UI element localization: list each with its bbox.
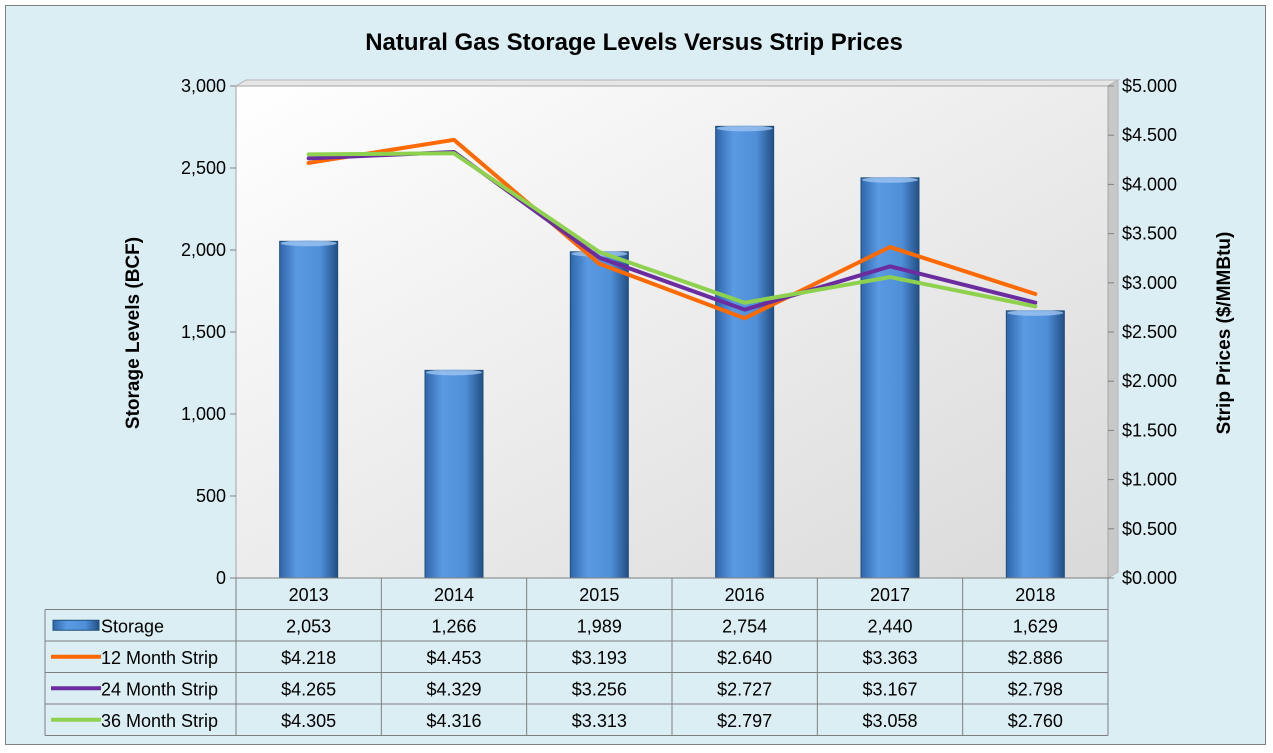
right-tick-label: $2.000 [1122,371,1177,391]
table-cell: $3.363 [862,648,917,668]
line-series [306,137,1038,321]
legend-key-storage [52,619,100,631]
storage-bar [424,369,484,579]
right-tick-label: $3.500 [1122,224,1177,244]
storage-bar-cap [862,176,918,183]
right-axis: $0.000 $0.500 $1.000 $1.500 $2.000 $2.500 $3.0… [1108,76,1177,588]
table-cell: $4.329 [426,679,481,699]
right-tick-label: $4.500 [1122,125,1177,145]
left-tick-label: 2,000 [181,240,226,260]
right-tick-label: $1.000 [1122,470,1177,490]
left-tick-label: 2,500 [181,158,226,178]
right-tick-label: $4.000 [1122,174,1177,194]
legend-label: 12 Month Strip [101,648,218,668]
table-cell: 1,989 [577,616,622,636]
storage-bar-cap [1007,309,1064,316]
category-label: 2018 [1015,585,1055,605]
right-tick-label: $0.500 [1122,519,1177,539]
legend-label: Storage [101,616,164,636]
left-axis: 0 500 1,000 1,500 2,000 2,500 3,000 [181,76,236,588]
legend-label: 36 Month Strip [101,711,218,731]
table-cell: $2.760 [1008,711,1063,731]
table-cell: $2.798 [1008,679,1063,699]
table-cell: $3.193 [572,648,627,668]
bar-series [279,125,1065,579]
category-label: 2016 [725,585,765,605]
table-cell: 2,754 [722,616,767,636]
storage-bar [715,125,775,579]
table-cell: $4.305 [281,711,336,731]
legend-label: 24 Month Strip [101,679,218,699]
storage-bar-cap [426,369,482,376]
table-cell: $4.218 [281,648,336,668]
table-cell: $3.256 [572,679,627,699]
right-tick-label: $5.000 [1122,76,1177,96]
left-tick-label: 0 [216,568,226,588]
table-cell: 1,629 [1013,616,1058,636]
right-tick-label: $3.000 [1122,273,1177,293]
left-tick-label: 1,000 [181,404,226,424]
storage-bar [860,177,920,579]
category-label: 2013 [289,585,329,605]
storage-bar [569,251,629,579]
table-cell: $4.316 [426,711,481,731]
table-cell: $2.727 [717,679,772,699]
right-tick-label: $0.000 [1122,568,1177,588]
left-tick-label: 500 [196,486,226,506]
category-label: 2014 [434,585,474,605]
table-cell: 2,053 [286,616,331,636]
table-cell: $2.886 [1008,648,1063,668]
right-tick-label: $2.500 [1122,322,1177,342]
table-cell: $3.167 [862,679,917,699]
table-cell: $3.313 [572,711,627,731]
table-cell: $2.640 [717,648,772,668]
data-table: 2013 2014 2015 2016 2017 2018 Storage 2,053 1,26… [44,577,1109,736]
36-month-strip-line [306,151,1038,309]
table-cell: $3.058 [862,711,917,731]
storage-bar [279,240,339,579]
table-cell: $2.797 [717,711,772,731]
left-axis-title: Storage Levels (BCF) [123,237,144,429]
table-cell: $4.453 [426,648,481,668]
plot-side-wall [1107,79,1119,579]
plot-top-wall [234,79,1120,87]
12-month-strip-line [306,137,1038,321]
left-tick-label: 3,000 [181,76,226,96]
storage-bar [1005,310,1065,579]
right-axis-title: Strip Prices ($/MMBtu) [1214,232,1235,435]
category-label: 2017 [870,585,910,605]
table-cell: $4.265 [281,679,336,699]
category-label: 2015 [579,585,619,605]
plot-area [235,85,1109,579]
chart-title: Natural Gas Storage Levels Versus Strip … [365,29,903,56]
left-tick-label: 1,500 [181,322,226,342]
storage-bar-cap [280,240,337,247]
table-cell: 2,440 [867,616,912,636]
storage-bar-cap [716,125,773,132]
table-cell: 1,266 [431,616,476,636]
right-tick-label: $1.500 [1122,420,1177,440]
